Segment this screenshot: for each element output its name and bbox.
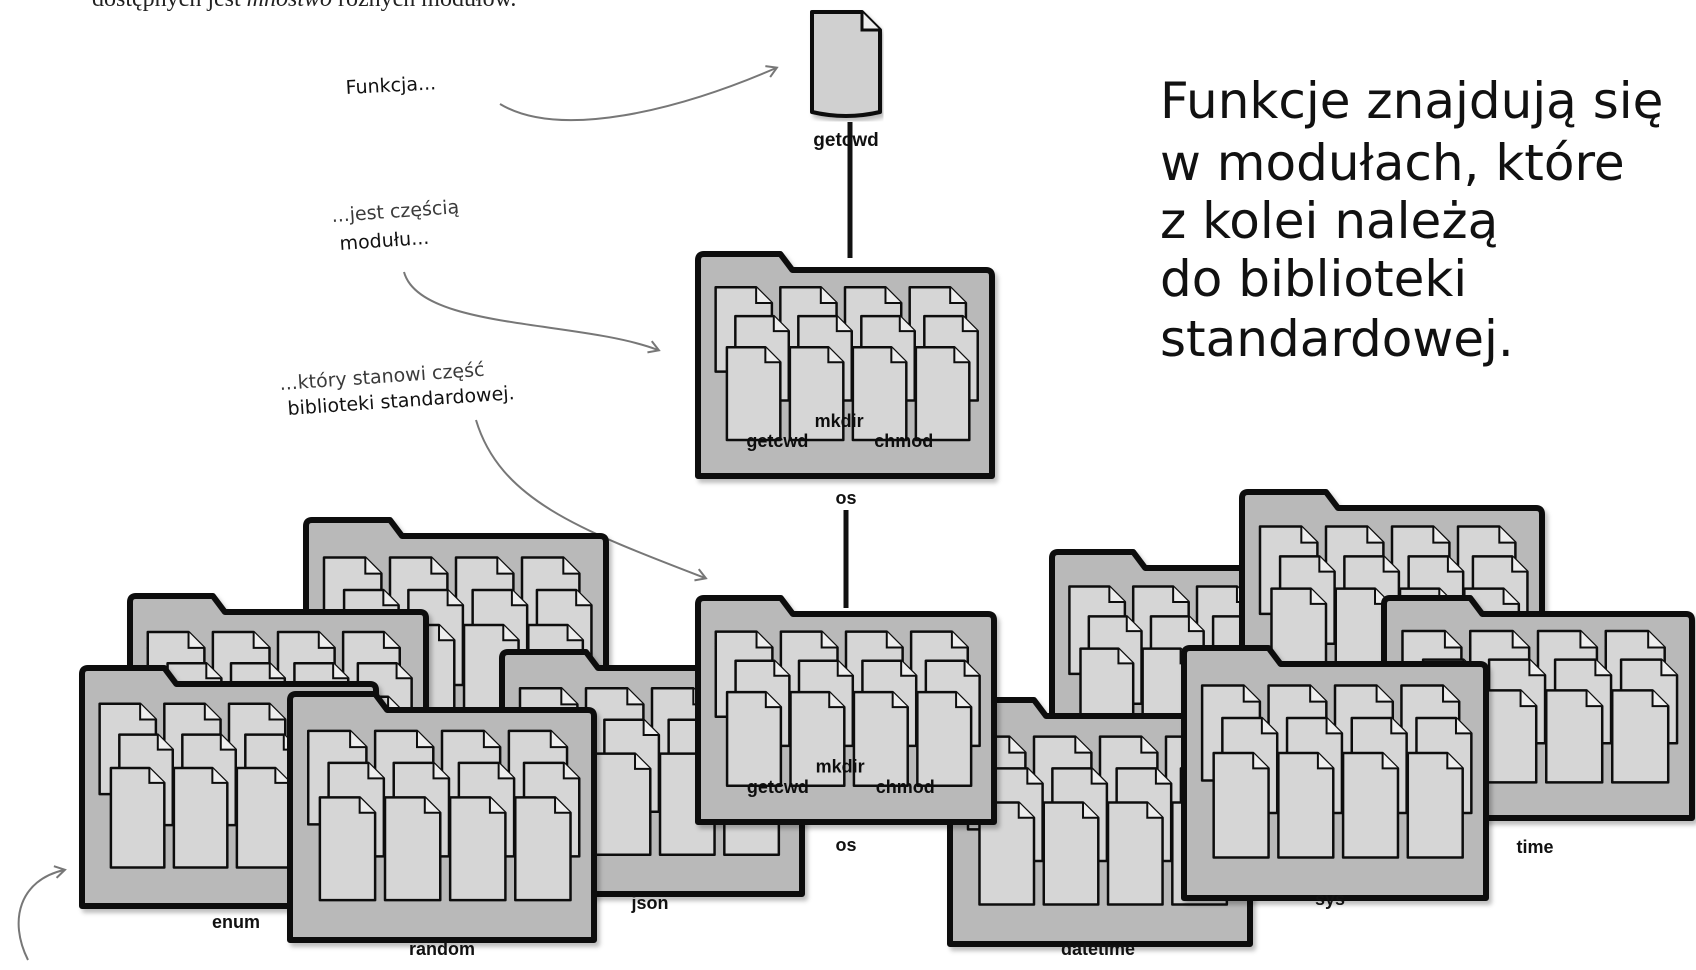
annotation-function: Funkcja... [345, 72, 436, 99]
document-icon [725, 690, 783, 787]
annotation-module-line1: ...jest częścią [331, 196, 460, 227]
module-label-enum: enum [212, 912, 260, 932]
document-icon [1610, 689, 1670, 784]
document-icon [788, 345, 845, 442]
headline-line-5: standardowej. [1160, 310, 1514, 368]
module-folder-os: getcwd mkdir chmod [695, 595, 997, 825]
document-icon [172, 766, 229, 869]
module-label-json: json [630, 893, 668, 913]
function-label-chmod: chmod [874, 431, 933, 451]
document-icon [978, 801, 1036, 906]
module-label-datetime: datetime [1061, 939, 1135, 959]
annotation-module-line2: modułu... [339, 227, 430, 255]
module-label-os: os [835, 835, 856, 855]
headline-line-2: w modułach, które [1160, 134, 1625, 192]
module-folder-random [287, 691, 597, 943]
headline-line-3: z kolei należą [1160, 192, 1498, 250]
module-folder-os: getcwd mkdir chmod [695, 251, 995, 479]
document-icon [725, 345, 782, 442]
headline-line-1: Funkcje znajdują się [1160, 72, 1663, 130]
document-icon [1042, 801, 1100, 906]
standard-library: time enum json random datetime sys getcwd mkdir… [79, 489, 1695, 959]
document-icon [852, 690, 909, 787]
document-icon [851, 345, 908, 442]
document-icon [109, 766, 166, 869]
document-icon [1106, 801, 1164, 906]
document-icon [318, 796, 377, 902]
module-label-sys: sys [1315, 889, 1345, 909]
headline-line-4: do biblioteki [1160, 250, 1467, 308]
function-label: getcwd [813, 130, 878, 151]
document-icon [914, 345, 971, 442]
document-icon [789, 690, 846, 787]
function-label-chmod: chmod [876, 777, 935, 797]
document-icon [810, 10, 882, 118]
top-text: dostępnych jest mnóstwo różnych modułów. [92, 0, 516, 12]
function-document [810, 10, 882, 118]
document-icon [1406, 751, 1464, 859]
document-icon [514, 796, 572, 902]
arrow-module [403, 271, 661, 354]
function-label-getcwd: getcwd [746, 431, 808, 451]
module-folder-sys [1181, 645, 1489, 901]
function-label-getcwd: getcwd [747, 777, 809, 797]
arrow-function [499, 65, 779, 121]
arrow-bottom-left [17, 865, 67, 961]
module-label-random: random [409, 939, 475, 959]
document-icon [1277, 751, 1335, 859]
headline: Funkcje znajdują się w modułach, które z… [1160, 72, 1663, 368]
function-label-mkdir: mkdir [815, 411, 864, 431]
module-label-time: time [1516, 837, 1553, 857]
document-icon [448, 796, 507, 902]
arrow-library [475, 419, 708, 582]
document-icon [916, 690, 973, 787]
module-label-os: os [835, 488, 856, 508]
document-icon [383, 796, 442, 902]
document-icon [1341, 751, 1400, 859]
document-icon [1545, 689, 1604, 784]
function-label-mkdir: mkdir [816, 757, 865, 777]
os-module-folder: getcwd mkdir chmod os [695, 251, 995, 508]
document-icon [1212, 751, 1270, 859]
